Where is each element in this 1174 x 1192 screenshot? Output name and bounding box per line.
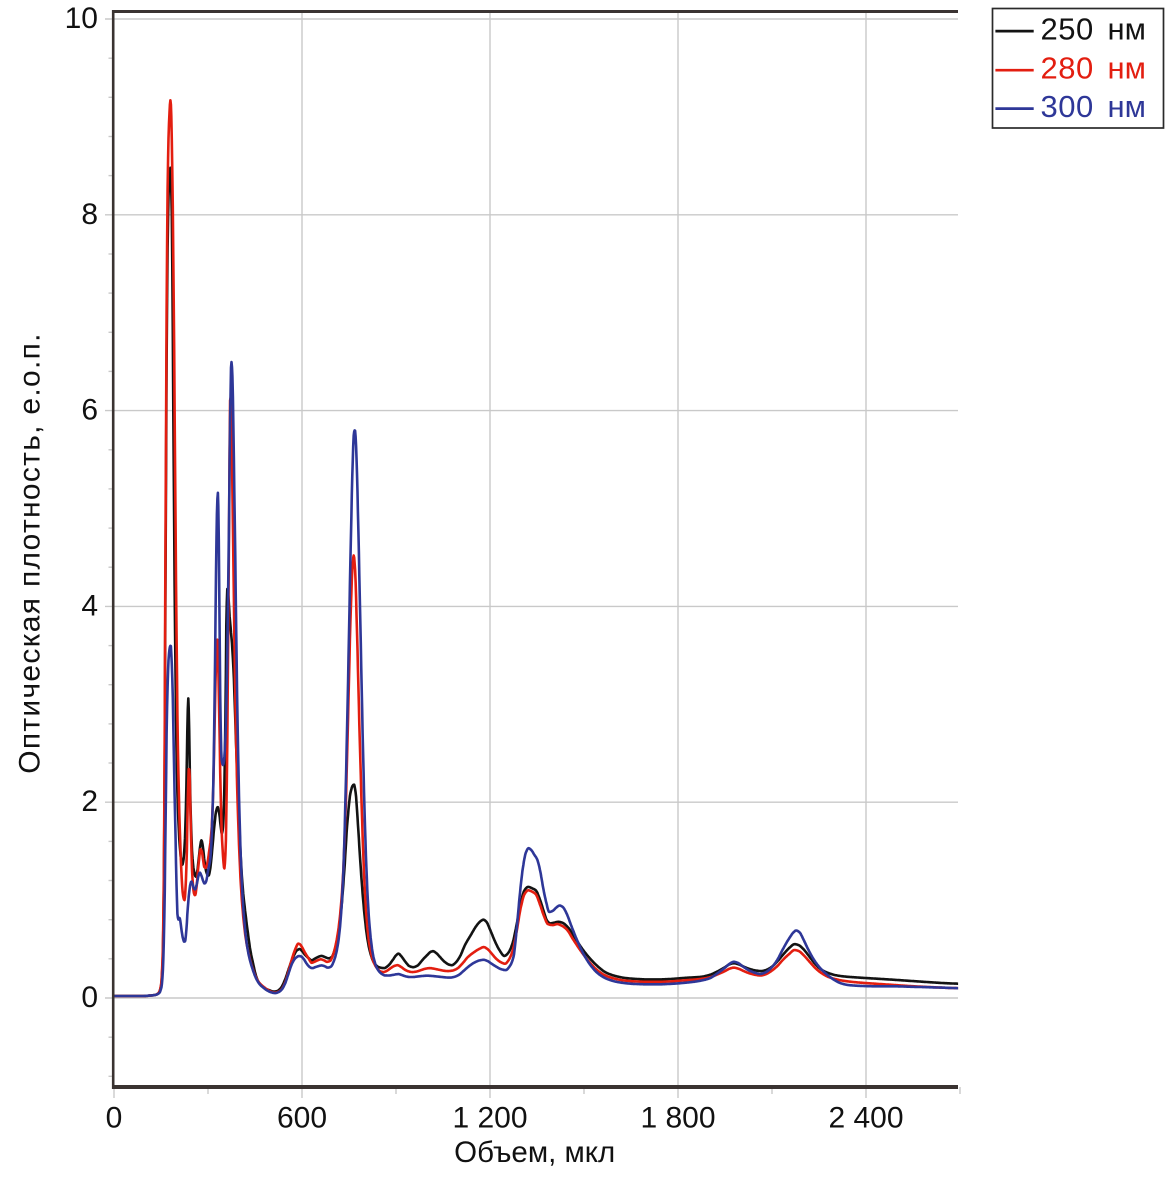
svg-text:600: 600 xyxy=(277,1102,327,1135)
svg-text:300: 300 xyxy=(1041,89,1094,124)
svg-text:нм: нм xyxy=(1108,51,1146,86)
svg-text:8: 8 xyxy=(81,198,98,231)
svg-text:2 400: 2 400 xyxy=(828,1102,903,1135)
svg-text:6: 6 xyxy=(81,394,98,427)
svg-text:2: 2 xyxy=(81,785,98,818)
svg-text:нм: нм xyxy=(1108,12,1146,47)
svg-text:10: 10 xyxy=(65,2,98,35)
svg-text:1 800: 1 800 xyxy=(640,1102,715,1135)
svg-text:4: 4 xyxy=(81,589,98,622)
svg-text:0: 0 xyxy=(81,981,98,1014)
svg-text:Оптическая плотность, е.о.п.: Оптическая плотность, е.о.п. xyxy=(14,332,47,774)
svg-text:0: 0 xyxy=(106,1102,123,1135)
svg-text:Объем, мкл: Объем, мкл xyxy=(454,1136,615,1169)
svg-text:1 200: 1 200 xyxy=(452,1102,527,1135)
svg-text:280: 280 xyxy=(1041,51,1094,86)
svg-text:250: 250 xyxy=(1041,12,1094,47)
svg-text:нм: нм xyxy=(1108,89,1146,124)
